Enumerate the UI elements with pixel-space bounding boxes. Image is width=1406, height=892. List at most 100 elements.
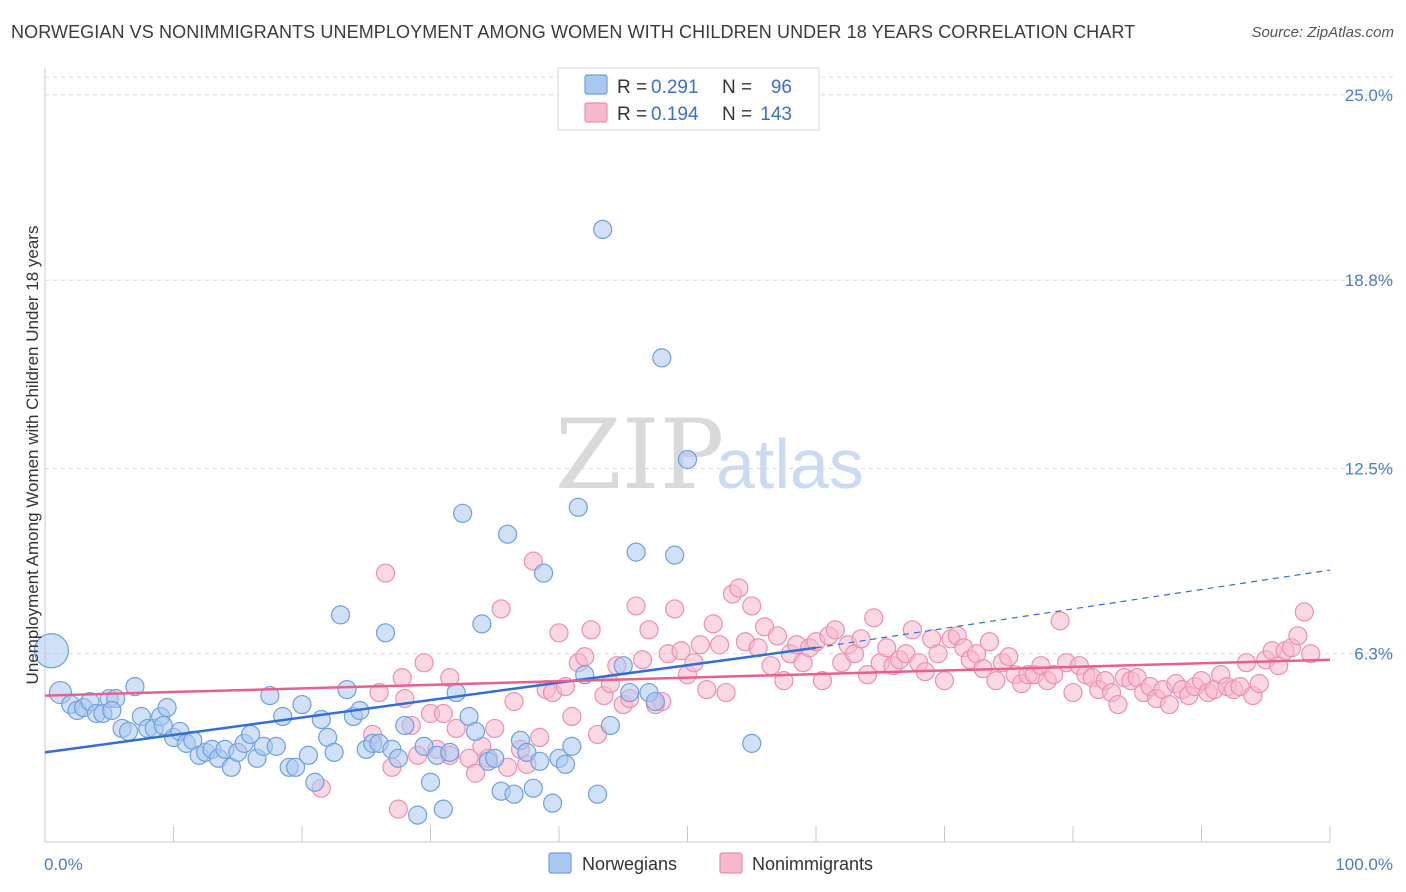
nonimmigrants-point	[767, 626, 788, 646]
y-tick-label: 6.3%	[1354, 645, 1393, 664]
y-tick-label: 18.8%	[1345, 271, 1393, 290]
nonimmigrants-point	[1108, 694, 1128, 715]
norwegians-point	[465, 721, 486, 742]
norwegians-point	[330, 605, 351, 625]
norwegians-point	[568, 497, 588, 517]
nonimmigrants-point	[1294, 602, 1314, 622]
norwegians-point	[408, 805, 428, 825]
norwegians-point	[562, 736, 582, 756]
norwegians-point	[665, 545, 685, 565]
bottom-legend-nonimmigrants: Nonimmigrants	[752, 854, 873, 874]
nonimmigrants-point	[710, 635, 730, 655]
y-axis-label: Unemployment Among Women with Children U…	[23, 226, 42, 685]
norwegians-point	[292, 694, 312, 715]
bottom-legend: Norwegians Nonimmigrants	[548, 852, 873, 874]
nonimmigrants-point	[979, 632, 1000, 652]
nonimmigrants-point	[902, 620, 922, 640]
legend-swatch-nonimmigrants	[584, 102, 608, 123]
nonimmigrants-point	[485, 718, 505, 739]
legend-swatch-norwegians	[584, 74, 608, 95]
grid-layer: 6.3% 12.5% 18.8% 25.0%	[45, 76, 1394, 664]
nonimmigrants-point	[928, 644, 948, 664]
nonimmigrants-point	[999, 647, 1019, 667]
x-tick-label-0: 0.0%	[44, 855, 83, 874]
norwegians-point	[153, 715, 173, 736]
norwegians-point	[485, 748, 505, 768]
nonimmigrants-point	[671, 641, 691, 661]
nonimmigrants-point	[665, 599, 685, 619]
watermark: ZIP atlas	[555, 399, 864, 511]
norwegians-point	[266, 736, 286, 756]
nonimmigrants-point	[729, 578, 749, 598]
nonimmigrants-point	[1288, 626, 1308, 646]
watermark-atlas: atlas	[716, 425, 864, 503]
y-tick-label: 25.0%	[1345, 86, 1393, 105]
chart-title: NORWEGIAN VS NONIMMIGRANTS UNEMPLOYMENT …	[11, 22, 1136, 42]
nonimmigrants-point	[857, 665, 878, 685]
norwegians-trend-line	[44, 646, 817, 754]
source-label: Source: ZipAtlas.com	[1251, 24, 1394, 41]
nonimmigrants-point	[549, 623, 569, 643]
norwegians-point	[446, 682, 466, 703]
norwegians-point	[620, 682, 640, 703]
norwegians-point	[324, 742, 344, 762]
nonimmigrants-point	[433, 703, 453, 724]
nonimmigrants-point	[742, 596, 762, 616]
legend-r-label-1: R =	[617, 77, 647, 98]
norwegians-point	[273, 706, 293, 727]
nonimmigrants-point	[825, 620, 845, 640]
nonimmigrants-point	[575, 647, 595, 667]
norwegians-point	[440, 742, 460, 762]
nonimmigrants-point	[465, 763, 486, 783]
nonimmigrants-point	[1063, 682, 1083, 703]
nonimmigrants-point	[716, 682, 736, 703]
norwegians-trend-extension	[815, 569, 1331, 649]
nonimmigrants-point	[812, 671, 833, 691]
nonimmigrants-point	[697, 679, 717, 700]
norwegians-point	[742, 733, 762, 753]
nonimmigrants-point	[851, 629, 871, 649]
norwegians-point	[533, 563, 554, 583]
norwegians-point	[388, 748, 408, 768]
watermark-zip: ZIP	[555, 399, 724, 511]
nonimmigrants-point	[392, 668, 412, 688]
nonimmigrants-point	[530, 727, 550, 748]
nonimmigrants-point	[986, 671, 1006, 691]
norwegians-point	[285, 757, 306, 777]
norwegians-point	[433, 799, 453, 819]
legend-n-value-2: 143	[760, 104, 792, 125]
nonimmigrants-point	[864, 608, 884, 628]
norwegians-point	[593, 219, 613, 240]
norwegians-point	[677, 449, 698, 470]
norwegians-point	[118, 721, 139, 742]
legend-r-value-1: 0.291	[651, 77, 699, 98]
nonimmigrants-point	[1301, 644, 1321, 664]
nonimmigrants-point	[1249, 674, 1269, 694]
nonimmigrants-point	[414, 653, 434, 673]
nonimmigrants-point	[375, 563, 396, 583]
norwegians-point	[395, 715, 415, 736]
nonimmigrants-point	[703, 614, 723, 634]
norwegians-point	[530, 751, 550, 771]
norwegians-point	[542, 793, 563, 813]
legend-n-label-2: N =	[722, 104, 752, 125]
nonimmigrants-point	[1050, 611, 1070, 631]
norwegians-points	[33, 219, 762, 825]
nonimmigrants-point	[1044, 665, 1064, 685]
nonimmigrants-point	[369, 682, 389, 703]
nonimmigrants-point	[1159, 694, 1179, 715]
norwegians-point	[453, 503, 473, 523]
nonimmigrants-point	[632, 650, 653, 670]
norwegians-point	[298, 745, 319, 765]
nonimmigrants-point	[504, 691, 524, 712]
norwegians-point	[523, 778, 543, 798]
norwegians-point	[652, 348, 672, 368]
nonimmigrants-point	[491, 599, 511, 619]
nonimmigrants-point	[626, 596, 646, 616]
legend-r-label-2: R =	[617, 104, 647, 125]
legend-r-value-2: 0.194	[651, 104, 699, 125]
nonimmigrants-trend-line	[44, 658, 1331, 697]
norwegians-point	[260, 685, 280, 706]
nonimmigrants-point	[690, 635, 710, 655]
